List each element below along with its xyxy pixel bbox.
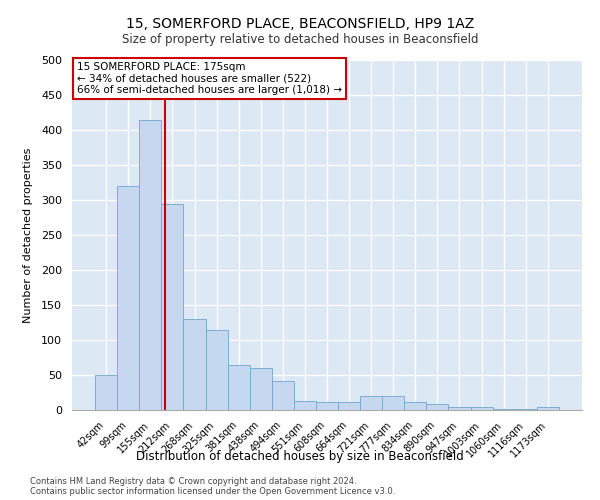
Bar [95,375,117,410]
Bar [294,401,316,410]
Bar [493,408,515,410]
Bar [227,364,250,410]
Y-axis label: Number of detached properties: Number of detached properties [23,148,33,322]
Bar [184,319,206,410]
Text: Distribution of detached houses by size in Beaconsfield: Distribution of detached houses by size … [136,450,464,463]
Bar [470,407,493,410]
Bar [316,402,338,410]
Bar [427,404,448,410]
Text: Size of property relative to detached houses in Beaconsfield: Size of property relative to detached ho… [122,32,478,46]
Bar [250,368,272,410]
Bar [448,406,470,410]
Text: Contains public sector information licensed under the Open Government Licence v3: Contains public sector information licen… [30,488,395,496]
Bar [161,204,184,410]
Bar [272,380,294,410]
Bar [117,186,139,410]
Text: 15, SOMERFORD PLACE, BEACONSFIELD, HP9 1AZ: 15, SOMERFORD PLACE, BEACONSFIELD, HP9 1… [126,18,474,32]
Bar [537,406,559,410]
Text: 15 SOMERFORD PLACE: 175sqm
← 34% of detached houses are smaller (522)
66% of sem: 15 SOMERFORD PLACE: 175sqm ← 34% of deta… [77,62,342,95]
Bar [206,330,227,410]
Bar [404,402,427,410]
Bar [360,396,382,410]
Bar [515,408,537,410]
Bar [139,120,161,410]
Bar [382,396,404,410]
Bar [338,402,360,410]
Text: Contains HM Land Registry data © Crown copyright and database right 2024.: Contains HM Land Registry data © Crown c… [30,478,356,486]
